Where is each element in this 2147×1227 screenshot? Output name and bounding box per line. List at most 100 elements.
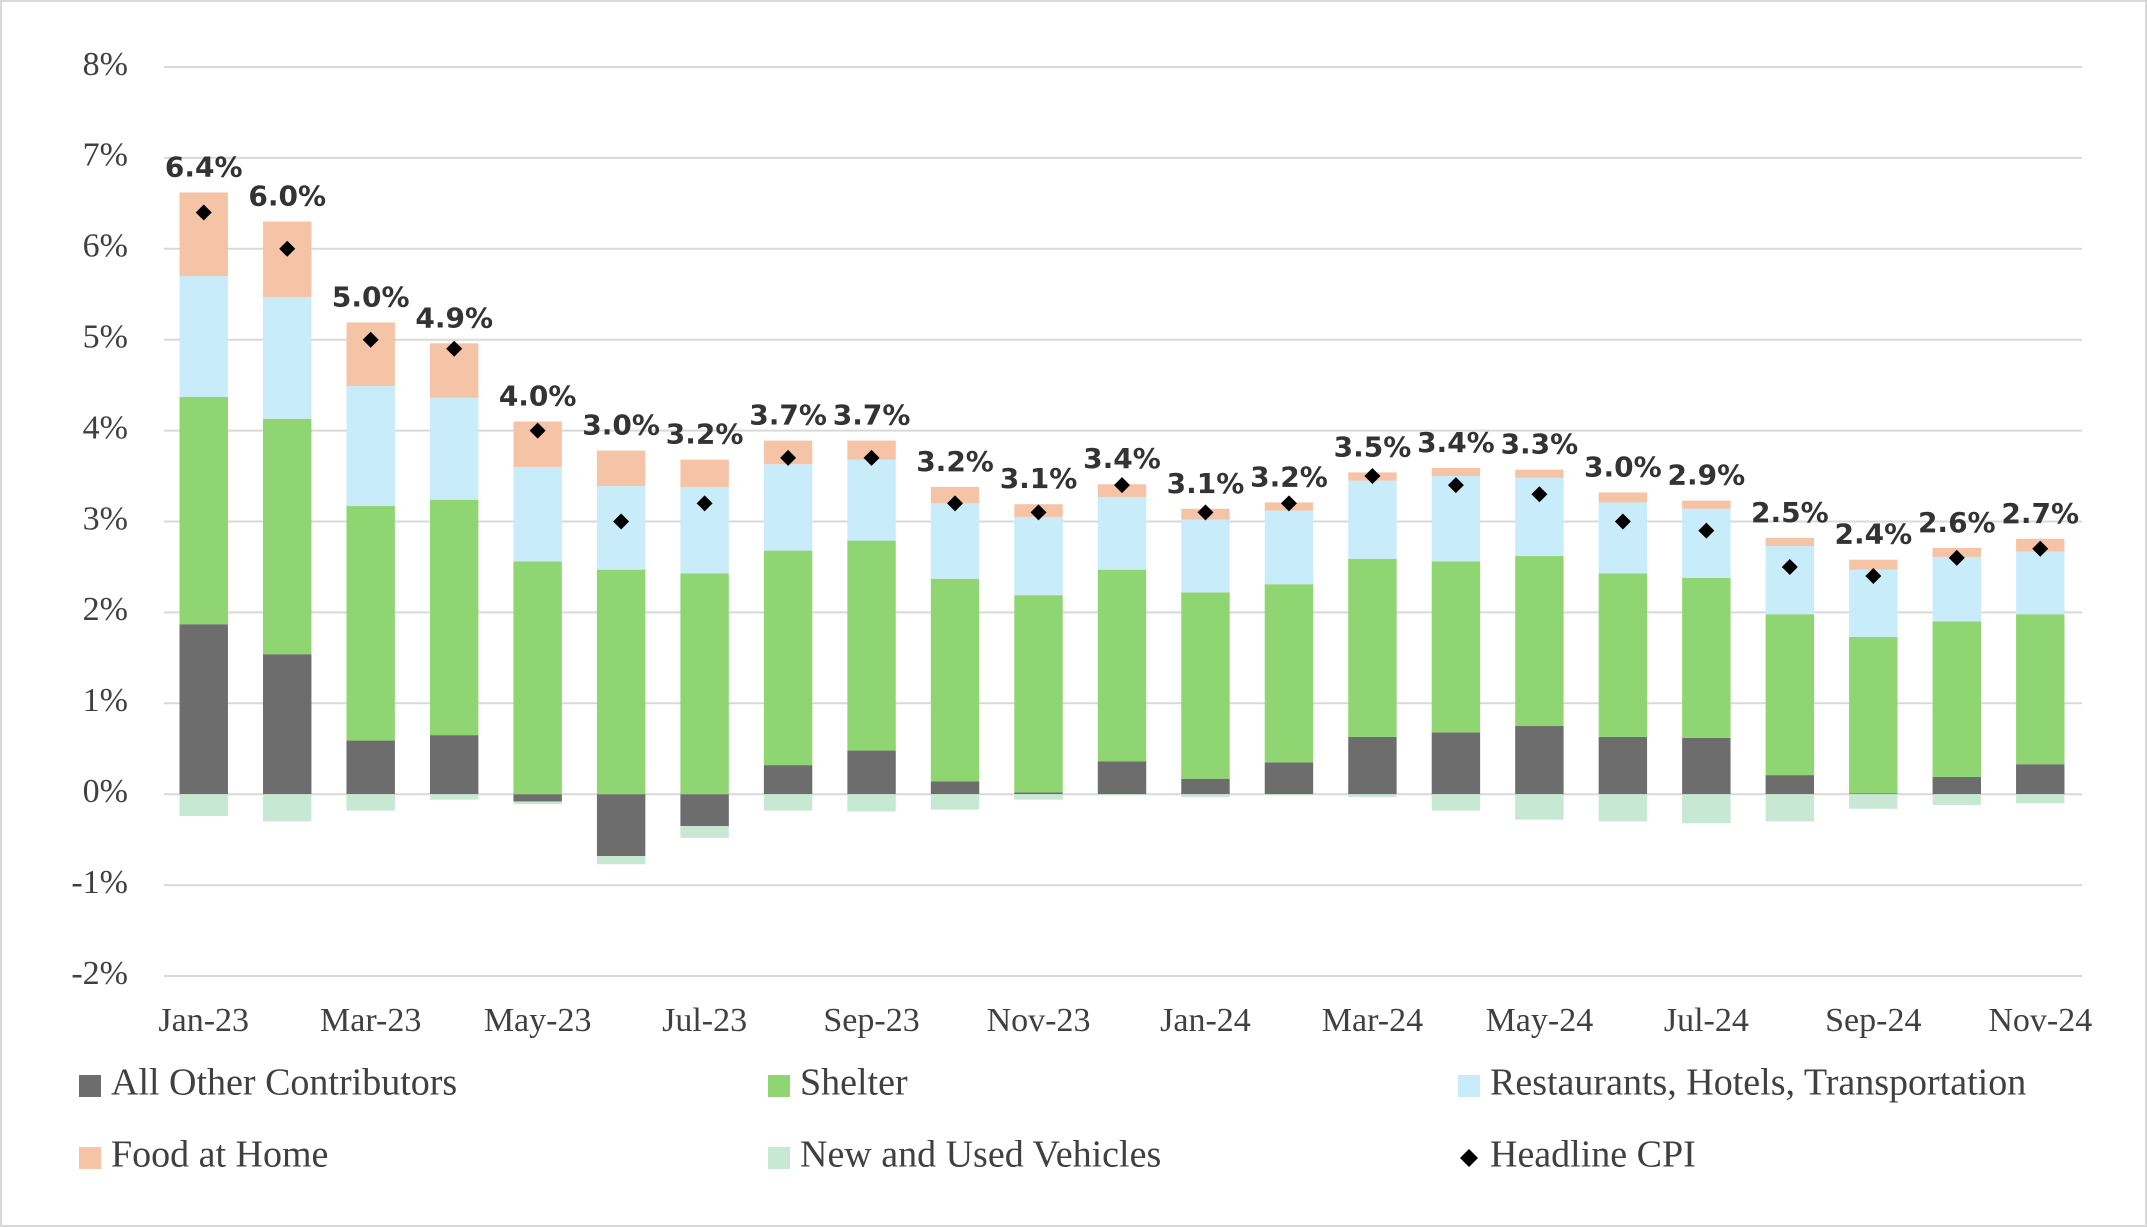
bar-segment bbox=[1181, 778, 1230, 795]
bar-segment bbox=[1932, 556, 1981, 622]
bar-segment bbox=[1765, 537, 1815, 547]
bar-segment bbox=[930, 781, 980, 795]
bar-segment bbox=[1932, 794, 1981, 806]
y-tick-label: 6% bbox=[83, 228, 128, 265]
bar-segment bbox=[1682, 577, 1731, 738]
bar-segment bbox=[1849, 636, 1898, 794]
value-label: 3.2% bbox=[916, 445, 994, 478]
bar-segment bbox=[179, 794, 228, 817]
y-tick-label: 4% bbox=[83, 409, 128, 446]
headline-marker bbox=[279, 240, 296, 257]
bar-segment bbox=[847, 750, 896, 795]
headline-marker bbox=[780, 449, 797, 466]
bar-segment bbox=[346, 506, 395, 741]
legend-label: New and Used Vehicles bbox=[800, 1134, 1161, 1176]
legend-label: All Other Contributors bbox=[111, 1062, 457, 1104]
headline-marker bbox=[863, 449, 880, 466]
value-label: 6.4% bbox=[165, 150, 243, 183]
y-tick-label: 8% bbox=[83, 46, 128, 83]
bar-segment bbox=[1431, 561, 1481, 733]
headline-marker bbox=[1948, 549, 1965, 566]
value-label: 3.7% bbox=[749, 399, 827, 432]
x-tick-label: Jan-23 bbox=[158, 1002, 249, 1039]
bar-segment bbox=[1682, 508, 1731, 578]
bar-segment bbox=[2016, 764, 2065, 795]
bar-segment bbox=[1431, 467, 1481, 477]
value-label: 2.7% bbox=[2001, 497, 2079, 530]
bar-segment bbox=[179, 396, 228, 625]
bar-segment bbox=[1014, 794, 1063, 800]
bar-segment bbox=[263, 296, 312, 419]
x-tick-label: May-24 bbox=[1486, 1002, 1594, 1039]
bar-segment bbox=[680, 826, 729, 838]
headline-marker bbox=[1614, 513, 1631, 530]
bar-segment bbox=[1515, 794, 1564, 820]
legend-swatch bbox=[768, 1075, 790, 1097]
bar-segment bbox=[1682, 794, 1731, 824]
headline-marker bbox=[1114, 477, 1130, 494]
headline-marker bbox=[1447, 477, 1464, 494]
value-label: 3.4% bbox=[1083, 442, 1161, 475]
value-label: 3.4% bbox=[1417, 426, 1495, 459]
bar-segment bbox=[1765, 775, 1815, 795]
headline-marker bbox=[446, 340, 463, 357]
y-tick-label: 2% bbox=[83, 591, 128, 628]
bar-segment bbox=[513, 466, 562, 562]
value-label: 3.0% bbox=[582, 409, 660, 442]
legend-swatch bbox=[79, 1075, 101, 1097]
value-label: 4.9% bbox=[415, 301, 493, 334]
bar-segment bbox=[1515, 556, 1564, 727]
x-tick-label: Nov-24 bbox=[1988, 1002, 2092, 1039]
bar-segment bbox=[1181, 592, 1230, 779]
y-tick-label: 1% bbox=[83, 682, 128, 719]
bar-segment bbox=[680, 573, 729, 795]
bar-segment bbox=[346, 740, 395, 795]
bar-segment bbox=[263, 221, 312, 297]
bar-segment bbox=[513, 794, 562, 802]
bar-segment bbox=[1598, 736, 1648, 795]
bar-segment bbox=[1348, 480, 1397, 559]
bar-segment bbox=[179, 624, 228, 795]
headline-marker bbox=[613, 513, 630, 530]
legend-swatch bbox=[79, 1147, 101, 1169]
headline-marker bbox=[2032, 540, 2049, 557]
x-tick-label: Mar-24 bbox=[1322, 1002, 1423, 1039]
bar-segment bbox=[1097, 761, 1147, 795]
x-tick-label: Jan-24 bbox=[1160, 1002, 1251, 1039]
legend-swatch bbox=[768, 1147, 790, 1169]
x-tick-label: Sep-23 bbox=[823, 1002, 919, 1039]
bar-segment bbox=[1431, 794, 1481, 811]
bar-segment bbox=[680, 459, 729, 487]
bar-segment bbox=[1598, 492, 1648, 503]
value-label: 3.3% bbox=[1501, 428, 1579, 461]
y-tick-label: -1% bbox=[71, 864, 128, 901]
bar-segment bbox=[1097, 569, 1147, 762]
bar-segment bbox=[847, 540, 896, 751]
legend-marker bbox=[1460, 1149, 1478, 1167]
bar-segment bbox=[847, 794, 896, 812]
bar-segment bbox=[1598, 794, 1648, 822]
bar-segment bbox=[1014, 516, 1063, 596]
bar-segment bbox=[2016, 551, 2065, 615]
bar-segment bbox=[1181, 519, 1230, 593]
legend-label: Shelter bbox=[800, 1062, 908, 1104]
bar-segment bbox=[346, 386, 395, 507]
bar-segment bbox=[930, 486, 980, 504]
headline-marker bbox=[362, 331, 379, 348]
bar-segment bbox=[2016, 794, 2065, 804]
bar-segment bbox=[1849, 794, 1898, 809]
value-label: 2.5% bbox=[1751, 496, 1829, 529]
legend-label: Restaurants, Hotels, Transportation bbox=[1490, 1062, 2026, 1104]
headline-marker bbox=[1531, 486, 1548, 503]
bar-segment bbox=[513, 801, 562, 805]
x-tick-label: May-23 bbox=[484, 1002, 592, 1039]
bar-segment bbox=[1849, 559, 1898, 570]
bar-segment bbox=[763, 550, 813, 766]
value-label: 3.5% bbox=[1334, 430, 1412, 463]
headline-marker bbox=[1698, 522, 1715, 539]
bar-segment bbox=[763, 765, 813, 795]
bar-segment bbox=[596, 569, 646, 795]
bar-segment bbox=[1849, 793, 1898, 795]
value-label: 3.7% bbox=[833, 399, 911, 432]
